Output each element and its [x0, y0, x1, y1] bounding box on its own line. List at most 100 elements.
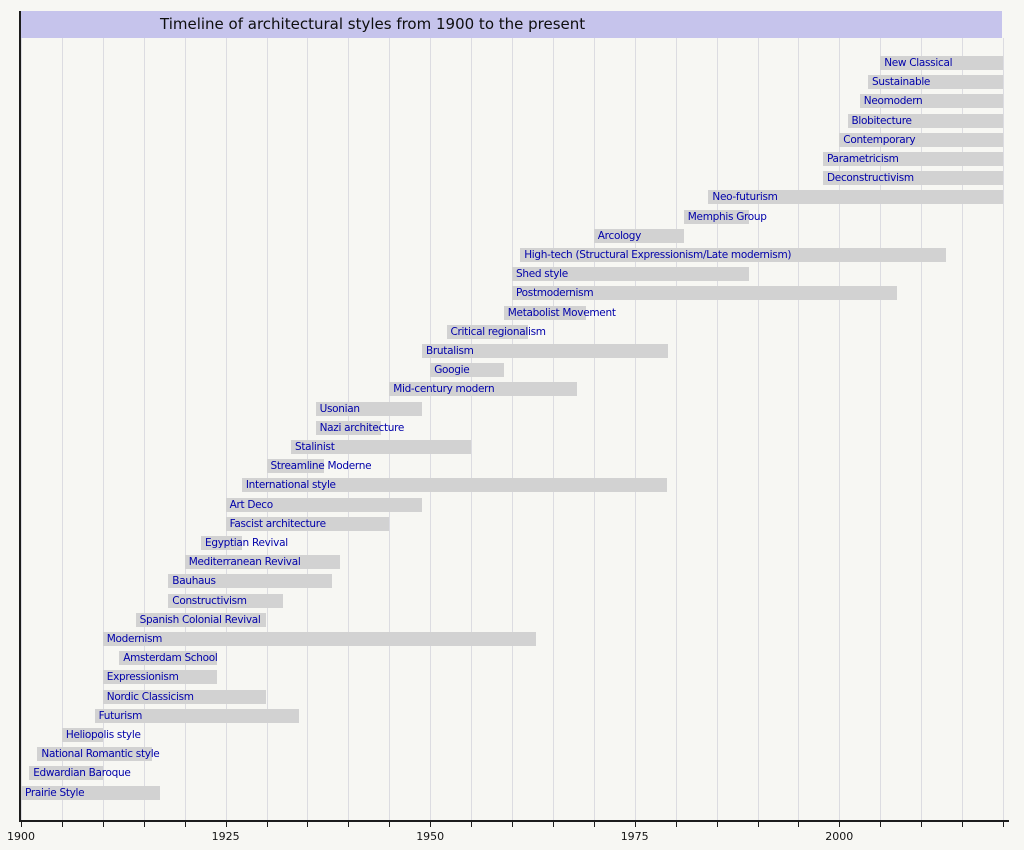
timeline-bar-label: Futurism: [98, 709, 143, 722]
timeline-bar: [102, 689, 267, 704]
timeline-bar: [21, 785, 161, 800]
gridline: [307, 38, 309, 820]
timeline-bar: [708, 190, 1003, 205]
axis-tick-label: 1900: [7, 830, 35, 843]
axis-tick: [921, 822, 923, 827]
timeline-bar: [266, 459, 324, 474]
gridline: [921, 38, 923, 820]
timeline-bar: [37, 747, 152, 762]
timeline-bar: [168, 593, 283, 608]
gridline: [102, 38, 104, 820]
gridline: [634, 38, 636, 820]
chart-title-banner: Timeline of architectural styles from 19…: [21, 11, 1002, 38]
timeline-bar-label: Mid-century modern: [393, 383, 495, 396]
timeline-bar-label: Constructivism: [172, 594, 247, 607]
timeline-bar: [102, 632, 537, 646]
timeline-bar-label: Deconstructivism: [827, 172, 914, 185]
gridline: [266, 38, 268, 820]
timeline-bar: [503, 305, 586, 320]
axis-tick: [61, 822, 63, 827]
timeline-bar-label: International style: [245, 479, 336, 492]
axis-tick: [962, 822, 964, 827]
timeline-bar-label: Contemporary: [843, 133, 916, 146]
timeline-bar-label: Arcology: [597, 229, 642, 242]
axis-tick: [471, 822, 473, 827]
timeline-bar-label: Nazi architecture: [319, 421, 405, 434]
timeline-bar: [823, 152, 1003, 166]
timeline-bar-label: Egyptian Revival: [205, 537, 288, 549]
timeline-bar: [119, 651, 218, 666]
axis-tick: [634, 822, 636, 827]
timeline-bar: [94, 708, 300, 723]
timeline-bar-label: National Romantic style: [41, 748, 160, 761]
axis-tick-label: 2000: [825, 830, 854, 843]
gridline: [184, 38, 186, 820]
timeline-bar: [315, 401, 422, 416]
timeline-bar-label: Heliopolis style: [65, 729, 141, 741]
timeline-bar-label: Art Deco: [229, 498, 274, 511]
timeline-bar-label: High-tech (Structural Expressionism/Late…: [524, 249, 792, 261]
x-axis-line: [19, 820, 1009, 822]
timeline-bar: [389, 382, 578, 397]
timeline-bar: [168, 574, 332, 589]
timeline-bar: [315, 420, 382, 435]
timeline-bar-label: Memphis Group: [687, 210, 767, 223]
timeline-bar-label: Googie: [434, 364, 470, 377]
axis-tick-label: 1975: [620, 830, 649, 843]
axis-tick: [102, 822, 104, 827]
axis-tick: [389, 822, 391, 827]
axis-tick: [307, 822, 309, 827]
gridline: [880, 38, 882, 820]
gridline: [552, 38, 554, 820]
timeline-bar: [823, 171, 1003, 186]
gridline: [389, 38, 391, 820]
gridline: [1003, 38, 1004, 820]
timeline-bar-label: Stalinist: [295, 441, 335, 453]
gridline: [593, 38, 595, 820]
y-axis-line: [19, 11, 21, 821]
timeline-bar-label: Sustainable: [872, 76, 931, 89]
timeline-bar: [422, 344, 668, 358]
timeline-bar-label: Edwardian Baroque: [33, 767, 131, 780]
timeline-bar: [839, 132, 1003, 147]
axis-tick: [798, 822, 800, 827]
timeline-bar-label: Neomodern: [863, 95, 923, 108]
chart-title: Timeline of architectural styles from 19…: [160, 15, 586, 33]
timeline-bar: [29, 766, 103, 781]
timeline-bar-label: Shed style: [516, 268, 568, 281]
gridline: [962, 38, 964, 820]
axis-tick: [552, 822, 554, 827]
axis-tick: [184, 822, 186, 827]
gridline: [798, 38, 800, 820]
axis-tick: [593, 822, 595, 827]
timeline-bar-label: Critical regionalism: [450, 325, 547, 338]
gridline: [143, 38, 145, 820]
timeline-bar: [446, 324, 529, 339]
gridline: [61, 38, 63, 820]
axis-tick-label: 1925: [211, 830, 240, 843]
timeline-bar: [593, 228, 684, 243]
timeline-bar-label: Bauhaus: [172, 575, 216, 588]
axis-tick: [716, 822, 718, 827]
gridline: [21, 38, 22, 820]
timeline-bar: [225, 497, 422, 512]
timeline-bar-label: Amsterdam School: [123, 652, 218, 665]
timeline-bar-label: Parametricism: [827, 153, 899, 165]
timeline-bar: [859, 94, 1003, 109]
timeline-bar: [512, 286, 897, 301]
timeline-bar-label: Blobitecture: [851, 114, 913, 127]
axis-tick: [143, 822, 145, 827]
axis-tick: [225, 822, 227, 827]
timeline-bar-label: Postmodernism: [516, 287, 594, 300]
timeline-bar-label: Nordic Classicism: [106, 690, 194, 703]
gridline: [225, 38, 227, 820]
timeline-bar: [102, 670, 218, 685]
timeline-bar: [880, 56, 1003, 70]
axis-tick: [880, 822, 882, 827]
timeline-bar-label: Modernism: [106, 633, 163, 645]
gridline: [716, 38, 718, 820]
timeline-bar-label: Metabolist Movement: [507, 306, 616, 319]
timeline-bar: [201, 536, 242, 550]
axis-tick: [512, 822, 513, 827]
